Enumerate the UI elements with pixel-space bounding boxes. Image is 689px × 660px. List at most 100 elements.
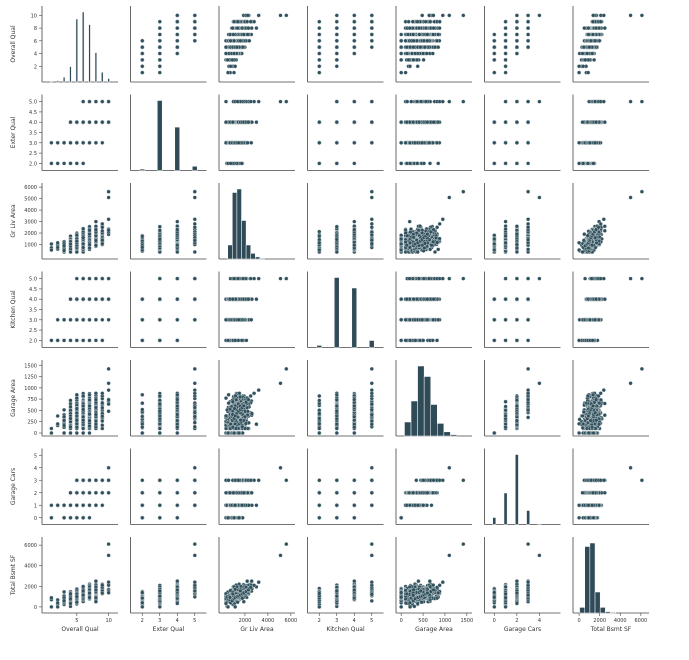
scatter-point: [158, 52, 162, 56]
y-tick-label: 2: [34, 64, 37, 70]
scatter-point: [158, 45, 162, 49]
scatter-point: [370, 14, 374, 18]
scatter-point: [229, 64, 233, 68]
scatter-point: [230, 58, 234, 62]
scatter-point: [140, 58, 144, 62]
scatter-point: [232, 39, 236, 43]
scatter-point: [335, 33, 339, 37]
scatter-point: [140, 71, 144, 75]
scatter-point: [317, 64, 321, 68]
scatter-point: [175, 33, 179, 37]
scatter-point: [224, 45, 228, 49]
scatter-point: [335, 52, 339, 56]
scatter-point: [404, 71, 408, 75]
y-axis-label: Overall Qual: [10, 25, 17, 63]
scatter-point: [229, 39, 233, 43]
scatter-point: [232, 20, 236, 24]
scatter-point: [158, 58, 162, 62]
scatter-point: [158, 71, 162, 75]
scatter-point: [245, 20, 249, 24]
panel-overall-qual-vs-gr-liv-area: [219, 6, 295, 82]
histogram-bar: [82, 12, 84, 82]
scatter-point: [317, 20, 321, 24]
histogram-bar: [76, 19, 78, 82]
scatter-point: [284, 14, 288, 18]
scatter-point: [370, 20, 374, 24]
scatter-point: [175, 26, 179, 30]
scatter-point: [232, 33, 236, 37]
scatter-point: [224, 52, 228, 56]
scatter-point: [236, 20, 240, 24]
histogram-bar: [95, 53, 97, 82]
scatter-point: [158, 33, 162, 37]
scatter-point: [335, 26, 339, 30]
scatter-point: [232, 71, 236, 75]
scatter-point: [352, 14, 356, 18]
scatter-point: [317, 52, 321, 56]
scatter-point: [352, 52, 356, 56]
scatter-point: [352, 33, 356, 37]
scatter-point: [175, 39, 179, 43]
scatter-point: [257, 14, 261, 18]
y-tick-label: 6: [34, 39, 37, 45]
scatter-point: [140, 45, 144, 49]
scatter-point: [235, 45, 239, 49]
scatter-point: [335, 20, 339, 24]
scatter-point: [193, 26, 197, 30]
histogram-bar: [57, 81, 59, 82]
histogram-bar: [101, 72, 103, 82]
scatter-point: [317, 33, 321, 37]
scatter-point: [370, 39, 374, 43]
scatter-point: [352, 45, 356, 49]
scatter-point: [193, 33, 197, 37]
histogram-bar: [70, 67, 72, 82]
scatter-point: [335, 14, 339, 18]
scatter-point: [226, 71, 230, 75]
scatter-point: [241, 45, 245, 49]
scatter-point: [317, 26, 321, 30]
scatter-point: [140, 39, 144, 43]
scatter-point: [335, 64, 339, 68]
scatter-point: [175, 45, 179, 49]
scatter-point: [242, 33, 246, 37]
scatter-point: [193, 20, 197, 24]
scatter-point: [232, 52, 236, 56]
scatter-point: [335, 45, 339, 49]
scatter-point: [226, 58, 230, 62]
scatter-point: [370, 33, 374, 37]
histogram-bar: [89, 25, 91, 82]
scatter-point: [317, 39, 321, 43]
scatter-point: [279, 14, 283, 18]
scatter-point: [140, 52, 144, 56]
scatter-point: [228, 33, 232, 37]
scatter-point: [370, 45, 374, 49]
scatter-point: [239, 39, 243, 43]
scatter-point: [249, 20, 253, 24]
histogram-bar: [108, 79, 110, 83]
scatter-point: [158, 64, 162, 68]
scatter-point: [175, 20, 179, 24]
scatter-point: [158, 20, 162, 24]
scatter-point: [140, 64, 144, 68]
scatter-point: [352, 20, 356, 24]
scatter-point: [247, 26, 251, 30]
scatter-point: [236, 26, 240, 30]
scatter-point: [158, 39, 162, 43]
scatter-point: [158, 26, 162, 30]
scatter-point: [317, 58, 321, 62]
scatter-point: [175, 14, 179, 18]
scatter-point: [246, 14, 250, 18]
scatter-point: [247, 39, 251, 43]
y-tick-label: 10: [31, 13, 37, 19]
scatter-point: [193, 39, 197, 43]
scatter-point: [193, 14, 197, 18]
scatter-point: [231, 26, 235, 30]
scatter-point: [317, 71, 321, 75]
histogram-bar: [50, 81, 52, 82]
panel-overall-qual-vs-exter-qual: [131, 6, 207, 82]
scatter-point: [335, 39, 339, 43]
scatter-point: [352, 26, 356, 30]
scatter-point: [252, 20, 256, 24]
